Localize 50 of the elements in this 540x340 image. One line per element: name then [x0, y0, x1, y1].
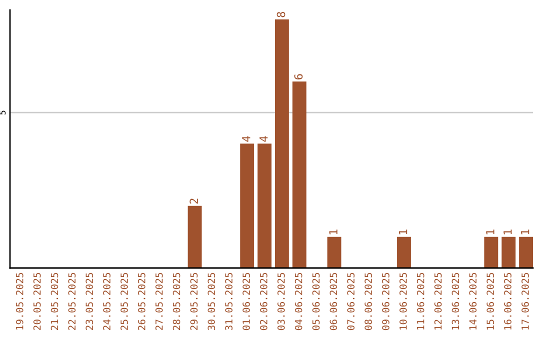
bar — [519, 236, 533, 268]
data-label: 1 — [504, 230, 512, 234]
data-label: 1 — [486, 230, 494, 234]
x-tick-label: 10.06.2025 — [399, 272, 407, 330]
data-label: 1 — [329, 230, 338, 234]
x-tick-label: 26.05.2025 — [138, 272, 146, 330]
x-tick-label: 30.05.2025 — [208, 272, 216, 330]
x-tick-label: 14.06.2025 — [469, 272, 477, 330]
x-tick-label: 27.05.2025 — [155, 272, 163, 330]
bar — [327, 236, 342, 268]
x-tick-label: 11.06.2025 — [416, 272, 424, 330]
x-tick-label: 31.05.2025 — [225, 272, 233, 330]
x-tick-label: 09.06.2025 — [382, 272, 390, 330]
data-label: 4 — [242, 136, 250, 142]
x-tick-label: 12.06.2025 — [434, 272, 442, 330]
x-tick-label: 29.05.2025 — [190, 272, 198, 330]
x-tick-label: 21.05.2025 — [50, 272, 58, 330]
x-tick-label: 16.06.2025 — [504, 272, 512, 330]
x-tick-label: 24.05.2025 — [103, 272, 110, 330]
x-tick-label: 06.06.2025 — [330, 272, 338, 330]
bar — [484, 236, 498, 268]
bar — [240, 144, 254, 268]
x-tick-label: 05.06.2025 — [312, 272, 320, 330]
data-label: 8 — [276, 12, 286, 18]
data-label: 1 — [521, 230, 530, 234]
x-tick-label: 19.05.2025 — [16, 272, 24, 330]
x-tick-label: 28.05.2025 — [172, 272, 180, 330]
x-tick-label: 02.06.2025 — [260, 272, 268, 330]
bar — [292, 81, 306, 268]
data-label: 1 — [398, 230, 408, 234]
x-tick-label: 13.06.2025 — [452, 272, 460, 330]
bar — [258, 144, 272, 268]
data-label: 6 — [294, 74, 303, 80]
x-tick-label: 25.05.2025 — [120, 272, 128, 330]
x-tick-label: 08.06.2025 — [364, 272, 372, 330]
bar — [397, 236, 411, 268]
x-tick-label: 04.06.2025 — [294, 272, 302, 330]
bar — [502, 236, 516, 268]
data-label: 4 — [260, 136, 268, 142]
bar — [188, 206, 202, 268]
x-tick-label: 22.05.2025 — [68, 272, 76, 330]
x-tick-label: 23.05.2025 — [86, 272, 94, 330]
data-label: 2 — [190, 198, 198, 204]
x-tick-label: 07.06.2025 — [347, 272, 355, 330]
x-tick-label: 03.06.2025 — [277, 272, 285, 330]
x-tick-label: 01.06.2025 — [242, 272, 250, 330]
x-tick-label: 20.05.2025 — [33, 272, 41, 330]
x-tick-label: 17.06.2025 — [522, 272, 529, 330]
x-tick-label: 15.06.2025 — [486, 272, 494, 330]
bar — [274, 19, 289, 268]
